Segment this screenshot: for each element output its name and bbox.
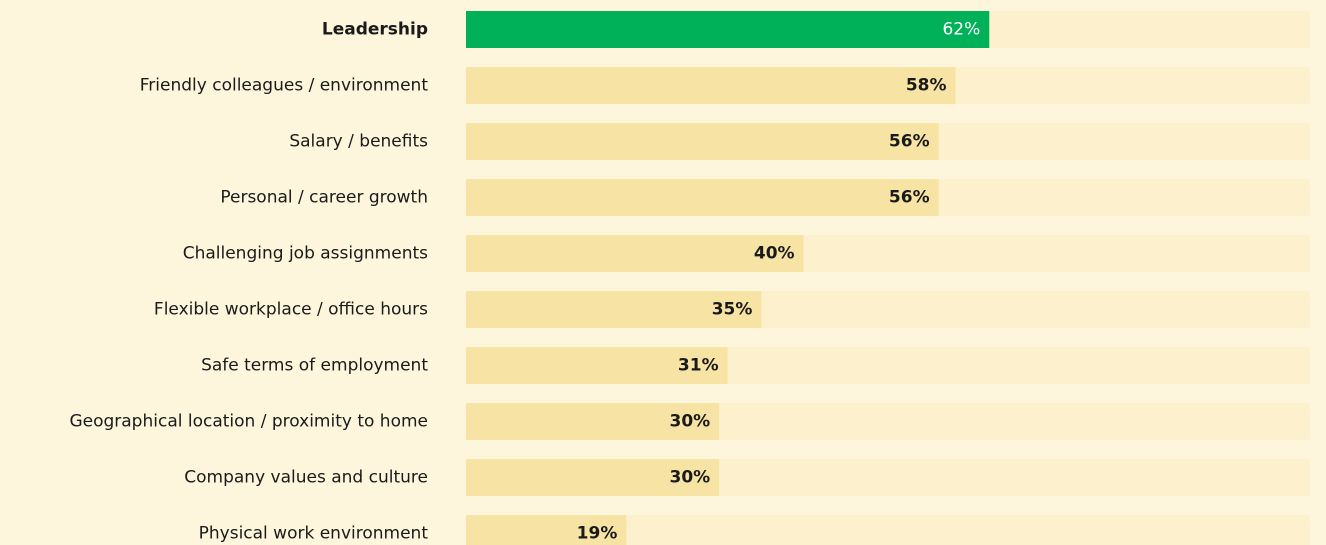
category-label: Geographical location / proximity to hom… (69, 412, 428, 432)
bar (466, 67, 956, 104)
value-label: 19% (577, 524, 618, 544)
bar (466, 347, 728, 384)
category-label: Leadership (322, 20, 428, 40)
value-label: 35% (712, 300, 753, 320)
value-label: 31% (678, 356, 719, 376)
value-label: 30% (669, 412, 710, 432)
value-label: 56% (889, 132, 930, 152)
category-label: Salary / benefits (289, 132, 428, 152)
bar (466, 123, 939, 160)
bar (466, 459, 720, 496)
value-label: 40% (754, 244, 795, 264)
value-label: 58% (906, 76, 947, 96)
value-label: 30% (669, 468, 710, 488)
category-label: Personal / career growth (220, 188, 428, 208)
value-label: 56% (889, 188, 930, 208)
bar (466, 179, 939, 216)
category-label: Company values and culture (184, 468, 428, 488)
bar (466, 11, 990, 48)
category-label: Flexible workplace / office hours (154, 300, 428, 320)
bar (466, 291, 762, 328)
bar (466, 403, 720, 440)
bar (466, 515, 627, 545)
category-label: Challenging job assignments (183, 244, 428, 264)
value-label: 62% (942, 20, 980, 40)
bar (466, 235, 804, 272)
category-label: Friendly colleagues / environment (140, 76, 429, 96)
category-label: Safe terms of employment (201, 356, 428, 376)
category-label: Physical work environment (199, 524, 429, 544)
